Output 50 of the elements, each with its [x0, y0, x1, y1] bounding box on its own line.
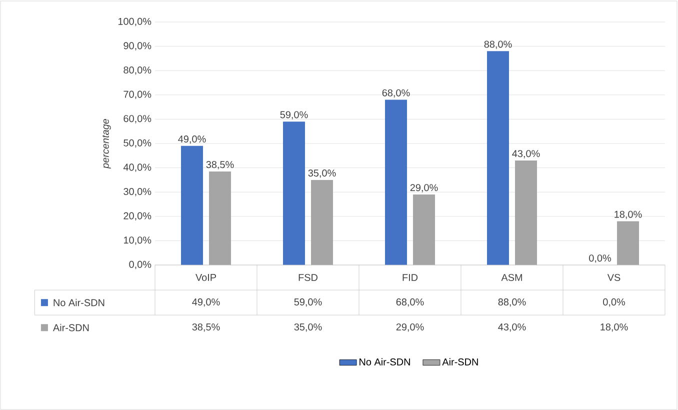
- text: 35,0%: [308, 170, 336, 178]
- y-tick-label: 100,0%: [118, 18, 152, 26]
- bar: [181, 146, 203, 265]
- data-label: 68,0%: [396, 298, 424, 307]
- y-axis-title: percentage: [102, 118, 111, 169]
- text: 88,0%: [484, 40, 512, 49]
- y-tick-label: 30,0%: [124, 188, 152, 196]
- legend-label: No Air-SDN: [54, 298, 104, 306]
- bar: [209, 171, 231, 265]
- data-label: 88,0%: [498, 298, 526, 307]
- y-tick-label: 0,0%: [129, 260, 152, 270]
- text: No Air-SDN: [360, 358, 410, 366]
- y-tick-label: 40,0%: [123, 164, 152, 172]
- text: 29,0%: [410, 184, 438, 192]
- bar: [413, 194, 436, 265]
- x-tick-label: FID: [402, 274, 418, 281]
- data-label: 18,0%: [600, 323, 628, 332]
- data-label: 43,0%: [498, 323, 526, 332]
- x-tick-label: FSD: [298, 274, 318, 282]
- bar: [385, 100, 408, 265]
- data-label: 59,0%: [294, 298, 322, 307]
- bar: [515, 160, 538, 265]
- data-label: 35,0%: [294, 323, 322, 332]
- y-tick-label: 80,0%: [124, 66, 152, 75]
- bar: [283, 122, 306, 265]
- text: 18,0%: [614, 210, 642, 220]
- bar: [311, 180, 334, 265]
- bar: [617, 221, 640, 265]
- legend-label: Air-SDN: [442, 358, 478, 366]
- text: 68,0%: [382, 89, 410, 98]
- y-tick-label: 50,0%: [124, 139, 152, 148]
- y-tick-label: 60,0%: [124, 115, 152, 124]
- data-label: 0,0%: [603, 298, 626, 307]
- data-label: 38,5%: [192, 323, 220, 332]
- data-label: 49,0%: [192, 298, 220, 307]
- data-label: 29,0%: [396, 323, 424, 332]
- text: 38,5%: [206, 161, 234, 170]
- y-tick-label: 70,0%: [124, 90, 152, 100]
- x-tick-label: ASM: [501, 274, 522, 282]
- text: 59,0%: [280, 111, 308, 120]
- x-tick-label: VS: [607, 274, 620, 282]
- y-tick-label: 20,0%: [124, 212, 152, 221]
- y-tick-label: 90,0%: [124, 42, 152, 50]
- text: Air-SDN: [52, 324, 89, 332]
- text: 49,0%: [178, 136, 206, 144]
- bar: [487, 51, 510, 265]
- y-tick-label: 10,0%: [124, 236, 152, 245]
- text: 43,0%: [512, 150, 540, 158]
- x-tick-label: VoIP: [196, 274, 216, 281]
- text: 0,0%: [589, 254, 612, 263]
